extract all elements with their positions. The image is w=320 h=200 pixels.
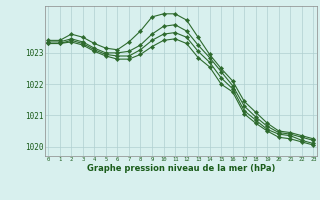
- X-axis label: Graphe pression niveau de la mer (hPa): Graphe pression niveau de la mer (hPa): [87, 164, 275, 173]
